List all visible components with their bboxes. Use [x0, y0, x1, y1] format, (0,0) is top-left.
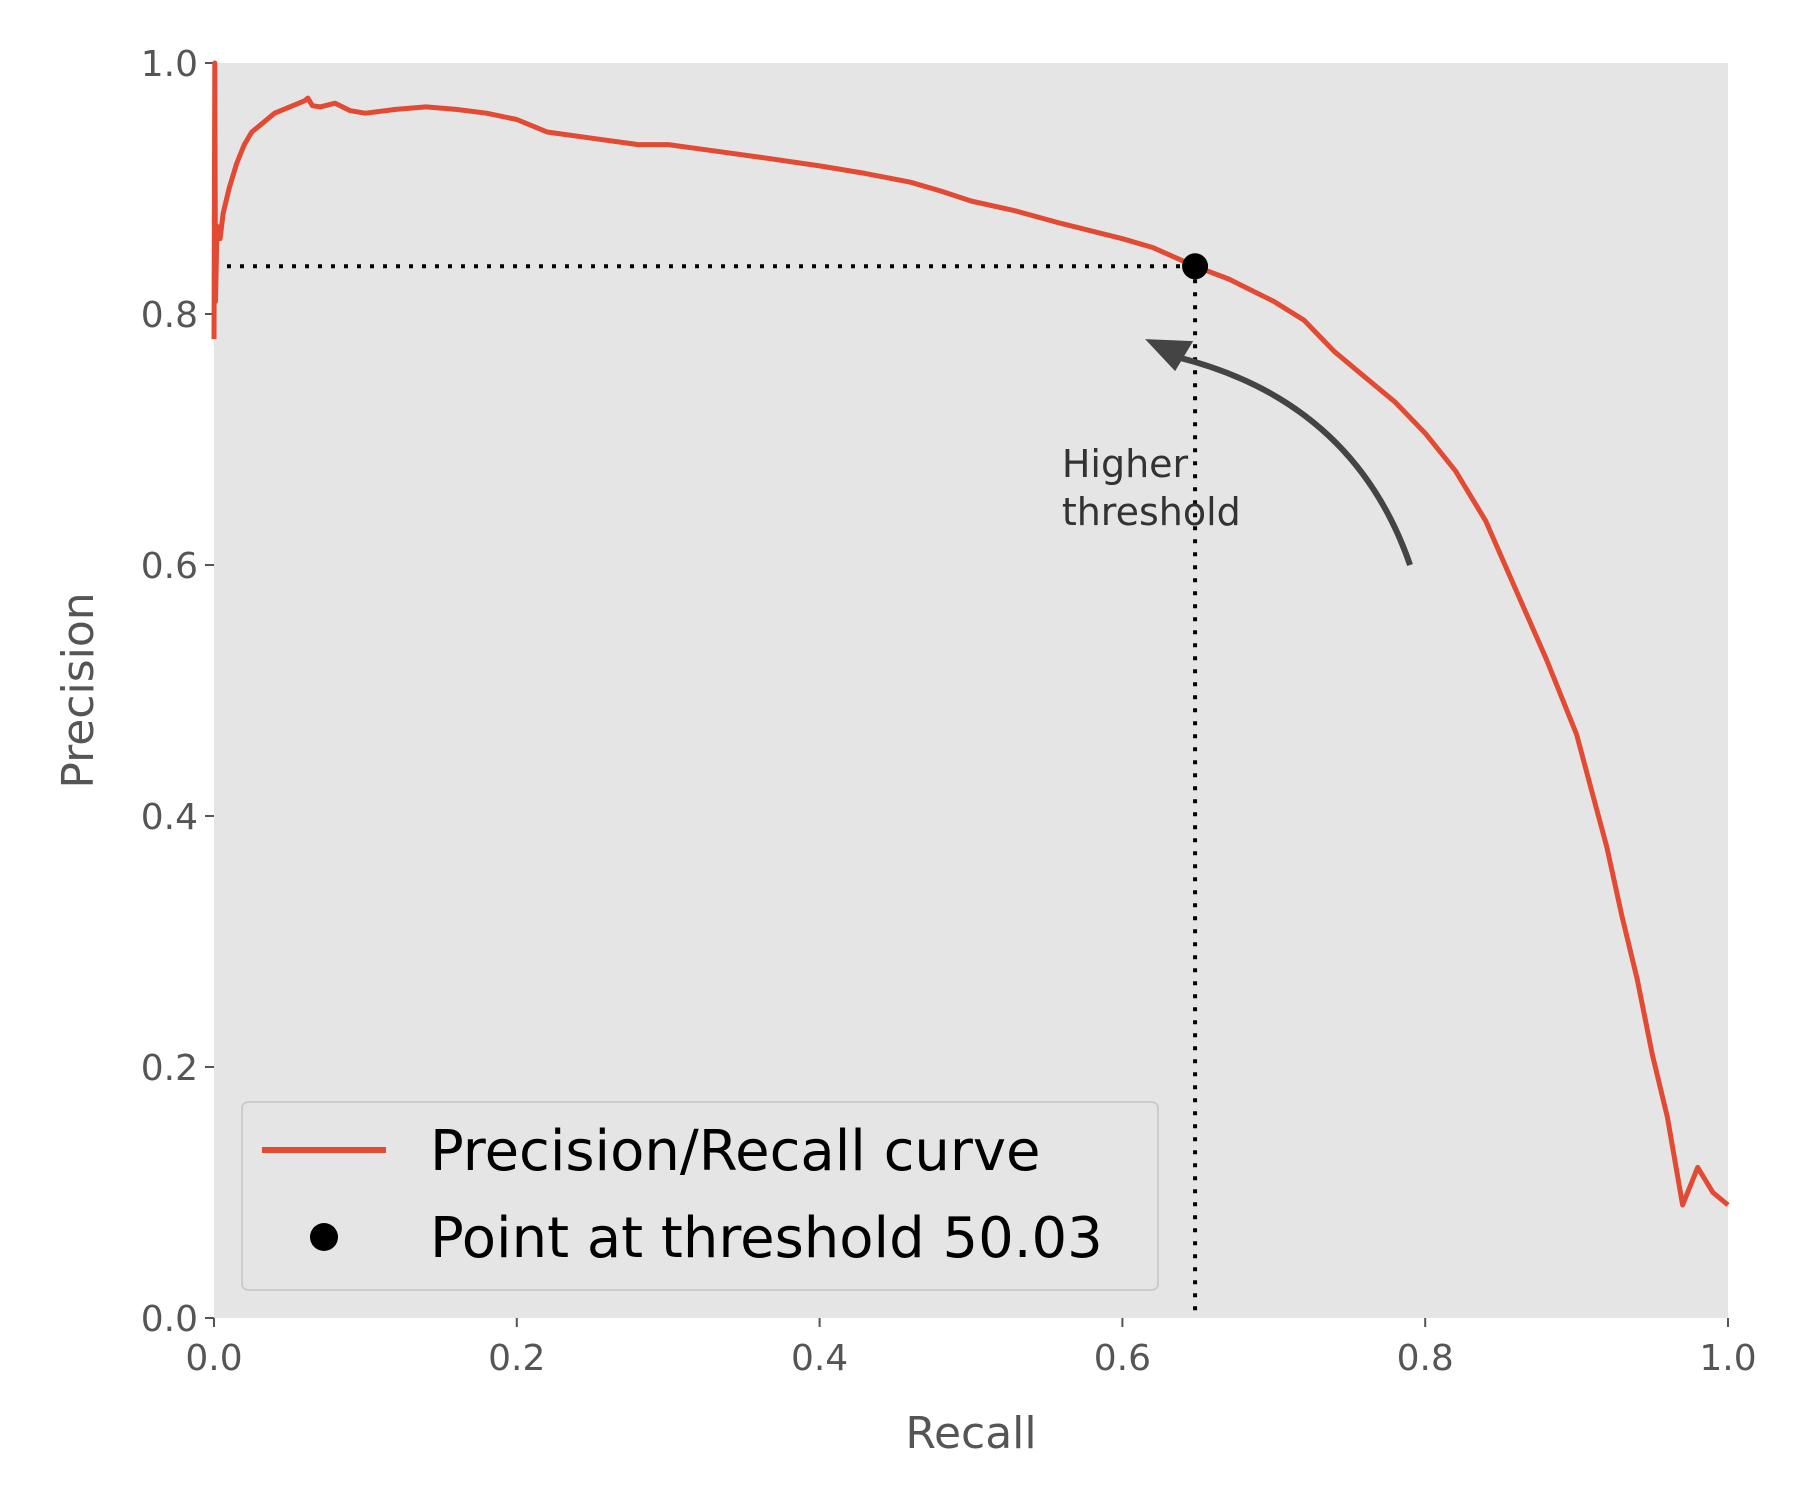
y-tick-label: 0.6	[141, 546, 198, 587]
precision-recall-curve	[211, 60, 1730, 1208]
y-axis-title: Precision	[53, 592, 104, 788]
arrow-shaft	[1176, 354, 1413, 566]
x-tick-label: 0.2	[488, 1338, 545, 1379]
x-tick-label: 1.0	[1699, 1338, 1756, 1379]
legend: Precision/Recall curve Point at threshol…	[241, 1101, 1159, 1291]
x-tick-label: 0.4	[791, 1338, 848, 1379]
y-tick-label: 0.8	[141, 295, 198, 336]
legend-label-curve: Precision/Recall curve	[430, 1119, 1041, 1184]
y-tick-label: 0.2	[141, 1048, 198, 1089]
x-axis-title: Recall	[905, 1408, 1036, 1459]
legend-point-swatch	[310, 1223, 338, 1251]
x-tick-label: 0.6	[1094, 1338, 1151, 1379]
y-tick-label: 0.4	[141, 797, 198, 838]
arrow-head-icon	[1145, 339, 1194, 372]
y-tick-label: 1.0	[141, 44, 198, 85]
x-tick-label: 0.0	[185, 1338, 242, 1379]
legend-box	[241, 1101, 1159, 1291]
legend-label-point: Point at threshold 50.03	[430, 1206, 1103, 1271]
annotation-text: Higher	[1062, 442, 1189, 486]
axis-ticks: 0.0 0.2 0.4 0.6 0.8 1.0 0.0 0.2 0.4 0.6 0.8 1.0	[141, 44, 1757, 1379]
threshold-point	[1182, 253, 1209, 280]
y-tick-label: 0.0	[141, 1299, 198, 1340]
x-tick-label: 0.8	[1397, 1338, 1454, 1379]
annotation-text: threshold	[1062, 490, 1241, 534]
series-layer	[211, 60, 1730, 1208]
